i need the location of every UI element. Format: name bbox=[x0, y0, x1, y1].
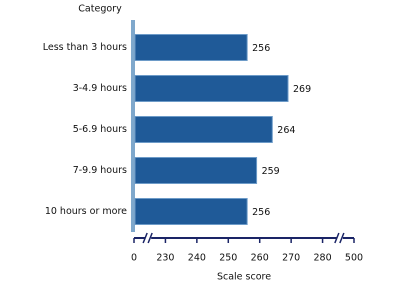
y-axis-title: Category bbox=[78, 4, 122, 15]
y-tick-label: 10 hours or more bbox=[45, 206, 127, 217]
y-tick-label: 7-9.9 hours bbox=[73, 165, 127, 176]
axis-break-gap bbox=[336, 234, 343, 242]
axis-break bbox=[142, 232, 148, 244]
axis-break bbox=[334, 232, 340, 244]
value-label: 256 bbox=[252, 207, 270, 218]
x-axis-title: Scale score bbox=[217, 272, 271, 283]
x-tick-label: 500 bbox=[345, 253, 363, 264]
bar bbox=[134, 116, 273, 143]
value-label: 269 bbox=[293, 84, 311, 95]
y-tick-label: Less than 3 hours bbox=[43, 42, 127, 53]
axis-break-gap bbox=[145, 234, 152, 242]
axis-break bbox=[147, 232, 153, 244]
axis-break bbox=[339, 232, 345, 244]
y-axis bbox=[131, 20, 135, 232]
x-tick-label: 240 bbox=[188, 253, 206, 264]
x-tick-label: 260 bbox=[251, 253, 269, 264]
y-tick-label: 3-4.9 hours bbox=[73, 83, 127, 94]
value-label: 259 bbox=[262, 166, 280, 177]
x-tick-label: 270 bbox=[282, 253, 300, 264]
bar bbox=[134, 34, 248, 61]
bar bbox=[134, 75, 289, 102]
x-tick-label: 0 bbox=[131, 253, 137, 264]
x-tick-label: 280 bbox=[314, 253, 332, 264]
bar bbox=[134, 157, 258, 184]
bar bbox=[134, 198, 248, 225]
value-label: 264 bbox=[277, 125, 295, 136]
x-tick-label: 230 bbox=[156, 253, 174, 264]
value-label: 256 bbox=[252, 43, 270, 54]
x-tick-label: 250 bbox=[219, 253, 237, 264]
y-tick-label: 5-6.9 hours bbox=[73, 124, 127, 135]
